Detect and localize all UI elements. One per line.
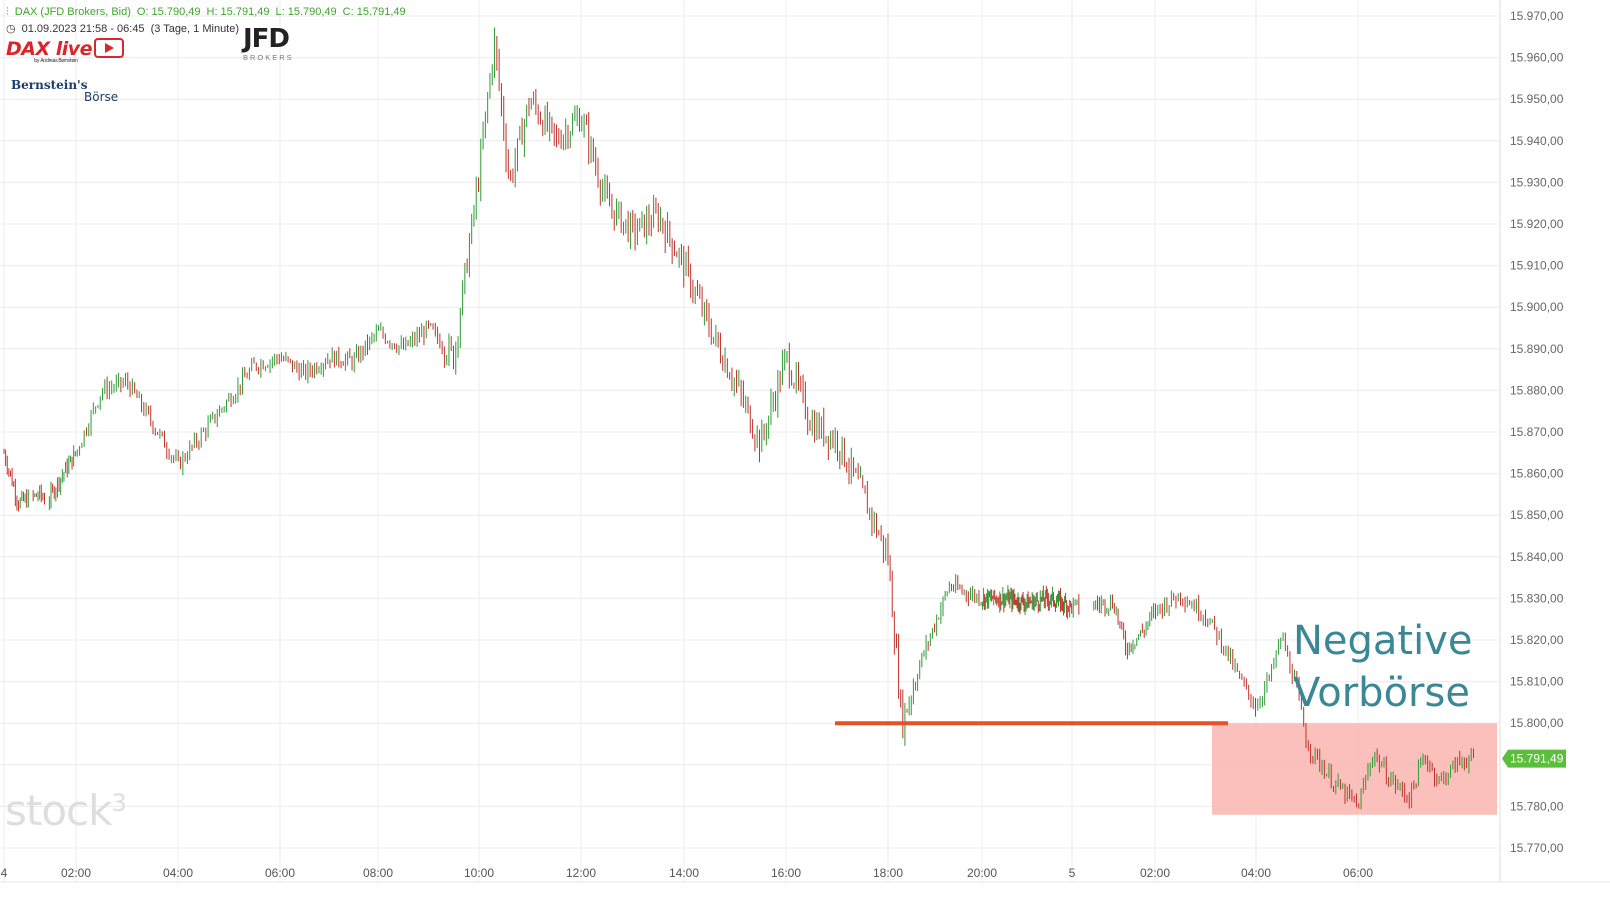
- x-tick-label: 04:00: [163, 866, 193, 880]
- x-tick-label: 4: [1, 866, 8, 880]
- y-tick-label: 15.890,00: [1510, 342, 1564, 356]
- last-price-label: 15.791,49: [1510, 752, 1564, 766]
- jfd-logo-subtitle: BROKERS: [243, 53, 294, 62]
- annotation-negative-vorboerse: Negative Vorbörse: [1293, 615, 1473, 719]
- y-tick-label: 15.770,00: [1510, 841, 1564, 855]
- y-tick-label: 15.930,00: [1510, 175, 1564, 189]
- timerange-text: 01.09.2023 21:58 - 06:45: [21, 23, 145, 35]
- y-tick-label: 15.780,00: [1510, 799, 1564, 813]
- watermark-sup: 3: [111, 789, 126, 817]
- last-price-badge: [1502, 749, 1566, 768]
- x-tick-label: 20:00: [967, 866, 997, 880]
- y-tick-label: 15.810,00: [1510, 675, 1564, 689]
- interval-text: (3 Tage, 1 Minute): [150, 23, 240, 35]
- y-tick-label: 15.880,00: [1510, 383, 1564, 397]
- y-tick-label: 15.850,00: [1510, 508, 1564, 522]
- y-tick-label: 15.830,00: [1510, 591, 1564, 605]
- instrument-ohlc-header: ⫶ DAX (JFD Brokers, Bid) O: 15.790,49 H: 15…: [6, 6, 412, 19]
- y-tick-label: 15.970,00: [1510, 9, 1564, 23]
- instrument-name: DAX (JFD Brokers, Bid): [14, 6, 131, 18]
- y-tick-label: 15.950,00: [1510, 92, 1564, 106]
- close-value: C: 15.791,49: [342, 6, 406, 18]
- timerange-header: ◷ 01.09.2023 21:58 - 06:45 (3 Tage, 1 Minu…: [6, 22, 245, 35]
- daxlive-logo-subtitle: by Andreas Bernstein: [34, 58, 78, 64]
- low-value: L: 15.790,49: [275, 6, 337, 18]
- y-tick-label: 15.940,00: [1510, 134, 1564, 148]
- y-tick-label: 15.900,00: [1510, 300, 1564, 314]
- y-tick-label: 15.910,00: [1510, 259, 1564, 273]
- daxlive-logo-text: DAX live: [6, 38, 93, 60]
- annotation-line-2: Vorbörse: [1293, 670, 1470, 716]
- x-tick-label: 10:00: [464, 866, 494, 880]
- y-tick-label: 15.870,00: [1510, 425, 1564, 439]
- x-tick-label: 02:00: [1140, 866, 1170, 880]
- x-tick-label: 04:00: [1241, 866, 1271, 880]
- y-tick-label: 15.860,00: [1510, 467, 1564, 481]
- x-tick-label: 5: [1069, 866, 1076, 880]
- annotation-line-1: Negative: [1293, 618, 1473, 664]
- x-tick-label: 08:00: [363, 866, 393, 880]
- y-tick-label: 15.920,00: [1510, 217, 1564, 231]
- watermark-text: stock: [5, 786, 112, 835]
- x-tick-label: 12:00: [566, 866, 596, 880]
- x-tick-label: 06:00: [1343, 866, 1373, 880]
- chart-type-icon: ⫶: [6, 6, 9, 18]
- y-tick-label: 15.840,00: [1510, 550, 1564, 564]
- x-tick-label: 18:00: [873, 866, 903, 880]
- daxlive-logo: DAX live by Andreas Bernstein: [6, 37, 125, 64]
- jfd-logo: JFD: [243, 24, 290, 54]
- play-icon: [94, 37, 125, 58]
- y-tick-label: 15.960,00: [1510, 51, 1564, 65]
- open-value: O: 15.790,49: [136, 6, 201, 18]
- boerse-logo: Börse: [84, 90, 119, 104]
- y-tick-label: 15.800,00: [1510, 716, 1564, 730]
- x-tick-label: 06:00: [265, 866, 295, 880]
- x-tick-label: 02:00: [61, 866, 91, 880]
- clock-icon: ◷: [6, 23, 16, 35]
- high-value: H: 15.791,49: [206, 6, 270, 18]
- y-tick-label: 15.820,00: [1510, 633, 1564, 647]
- stock3-watermark: stock3: [5, 786, 127, 835]
- x-tick-label: 14:00: [669, 866, 699, 880]
- x-tick-label: 16:00: [771, 866, 801, 880]
- bernstein-logo: Bernstein's: [11, 78, 88, 92]
